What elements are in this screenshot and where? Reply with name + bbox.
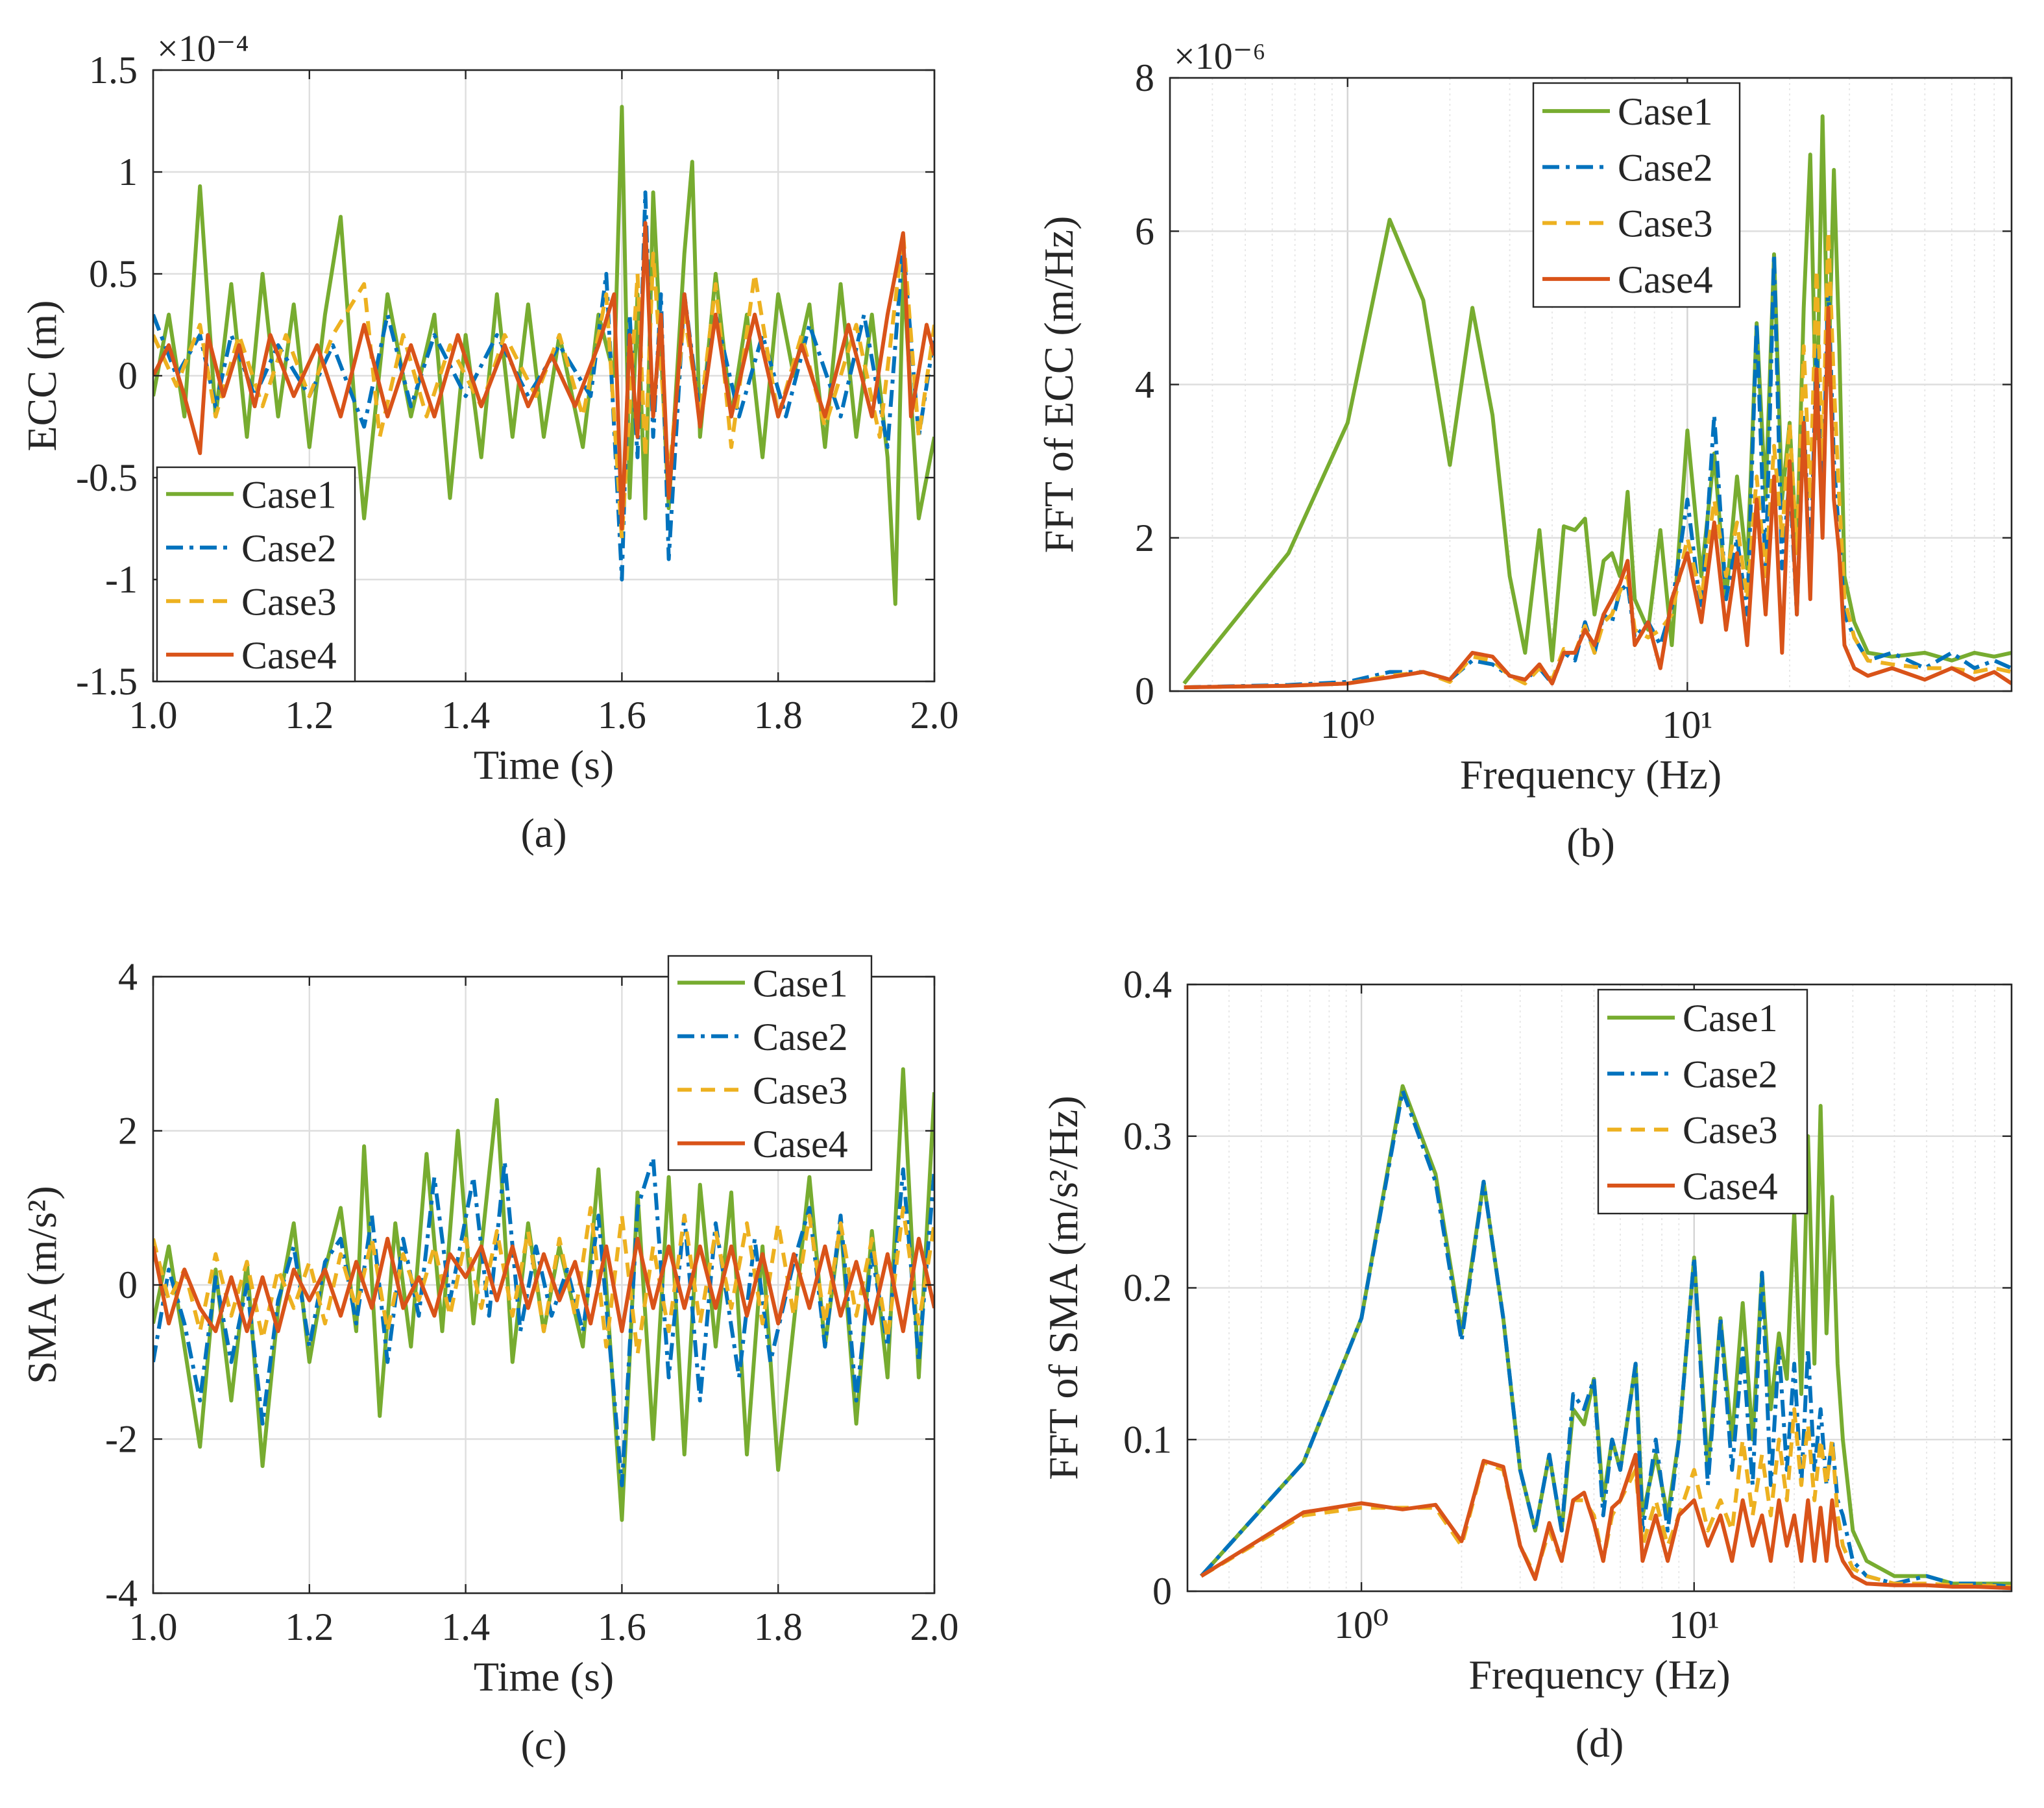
ticks: 1.0 1.2 1.4 1.6 1.8 2.0 -1.5 -1 -0.5 0 0.5 1 1.5 (76, 49, 958, 737)
panel-caption: (a) (520, 810, 566, 856)
x-tick-label: 1.4 (441, 1606, 490, 1648)
legend-box (1597, 988, 1808, 1215)
x-tick-label: 1.2 (285, 1606, 334, 1648)
x-axis-label: Frequency (Hz) (1468, 1652, 1730, 1698)
x-tick-label: 1.6 (598, 1606, 646, 1648)
legend-label: Case1 (753, 962, 848, 1005)
legend-label: Case4 (241, 634, 337, 677)
x-tick-label: 1.8 (754, 1606, 803, 1648)
y-tick-label: -1.5 (76, 660, 138, 703)
panel-caption: (b) (1566, 820, 1615, 866)
y-tick-label: 0.4 (1123, 963, 1172, 1006)
exponent-label: ×10⁻⁶ (1174, 35, 1266, 77)
legend-label: Case2 (1683, 1053, 1778, 1095)
x-tick-label: 10¹ (1662, 703, 1712, 746)
series-line-case4 (153, 1236, 934, 1334)
x-tick-label: 1.0 (129, 694, 178, 737)
legend: Case1 Case2 Case3 Case4 (1597, 988, 1808, 1215)
series-group (153, 104, 934, 606)
series-line-case3 (1200, 1407, 2012, 1589)
y-tick-label: 6 (1135, 210, 1154, 252)
y-tick-label: 1 (118, 151, 138, 193)
legend-label: Case1 (1618, 90, 1713, 133)
y-tick-label: 0 (118, 354, 138, 397)
legend-box (156, 466, 356, 683)
chart-d: 10⁰ 10¹ 0 0.1 0.2 0.3 0.4 Frequency (Hz) FFT of … (1040, 963, 2013, 1766)
series-group (153, 1067, 934, 1522)
x-tick-label: 1.4 (441, 694, 490, 737)
ticks: 1.0 1.2 1.4 1.6 1.8 2.0 -4 -2 0 2 4 (105, 955, 958, 1648)
x-tick-label: 1.0 (129, 1606, 178, 1648)
series-line-case2 (153, 190, 934, 581)
ticks: 10⁰ 10¹ 0 2 4 6 8 (1135, 56, 2012, 746)
series-line-case3 (153, 1206, 934, 1356)
y-tick-label: 4 (1135, 363, 1154, 406)
y-tick-label: 0 (118, 1264, 138, 1306)
y-tick-label: -2 (105, 1418, 138, 1461)
y-tick-label: 2 (1135, 517, 1154, 559)
y-tick-label: 0.1 (1123, 1418, 1172, 1461)
legend-label: Case1 (241, 473, 337, 516)
legend: Case1 Case2 Case3 Case4 (156, 466, 356, 683)
x-tick-label: 10¹ (1669, 1604, 1720, 1646)
series-line-case2 (153, 1156, 934, 1487)
legend-label: Case2 (1618, 146, 1713, 189)
legend-label: Case2 (753, 1016, 848, 1058)
x-tick-label: 10⁰ (1334, 1604, 1389, 1646)
legend-label: Case1 (1683, 997, 1778, 1040)
x-tick-label: 1.2 (285, 694, 334, 737)
y-tick-label: -1 (105, 558, 138, 601)
legend-box (667, 955, 873, 1171)
chart-c: 1.0 1.2 1.4 1.6 1.8 2.0 -4 -2 0 2 4 Time (s) SMA (m/… (19, 955, 959, 1768)
series-group (1199, 1084, 2012, 1591)
y-tick-label: 0.5 (89, 252, 138, 295)
y-tick-label: -0.5 (76, 456, 138, 499)
legend: Case1 Case2 Case3 Case4 (667, 955, 873, 1171)
legend-label: Case2 (241, 527, 337, 570)
legend-box (1532, 82, 1741, 308)
legend-label: Case4 (753, 1123, 848, 1166)
y-axis-label: ECC (m) (19, 300, 65, 452)
x-tick-label: 2.0 (910, 694, 959, 737)
y-tick-label: 4 (118, 955, 138, 998)
y-tick-label: 2 (118, 1110, 138, 1153)
y-tick-label: 0 (1152, 1570, 1172, 1613)
y-axis-label: FFT of ECC (m/Hz) (1036, 216, 1082, 554)
y-tick-label: -4 (105, 1572, 138, 1615)
legend-label: Case4 (1683, 1165, 1778, 1208)
x-tick-label: 1.8 (754, 694, 803, 737)
x-tick-label: 10⁰ (1320, 703, 1375, 746)
panel-caption: (d) (1576, 1720, 1624, 1766)
legend-label: Case3 (1618, 202, 1713, 245)
x-axis-label: Frequency (Hz) (1460, 751, 1722, 798)
x-axis-label: Time (s) (474, 742, 614, 788)
x-tick-label: 1.6 (598, 694, 646, 737)
series-line-case1 (1182, 114, 2012, 685)
panel-caption: (c) (520, 1722, 566, 1768)
series-line-case4 (1184, 306, 2012, 690)
y-axis-label: FFT of SMA (m/s²/Hz) (1040, 1095, 1086, 1480)
series-group (1182, 114, 2012, 690)
y-tick-label: 0.2 (1123, 1267, 1172, 1310)
y-tick-label: 1.5 (89, 49, 138, 92)
exponent-label: ×10⁻⁴ (157, 27, 249, 69)
y-tick-label: 0.3 (1123, 1115, 1172, 1158)
y-tick-label: 0 (1135, 670, 1154, 713)
legend-label: Case3 (1683, 1109, 1778, 1152)
y-axis-label: SMA (m/s²) (19, 1186, 65, 1384)
legend-label: Case3 (753, 1069, 848, 1112)
series-line-case4 (1200, 1452, 2012, 1591)
ticks: 10⁰ 10¹ 0 0.1 0.2 0.3 0.4 (1123, 963, 2012, 1646)
legend-label: Case4 (1618, 258, 1713, 301)
chart-b: 10⁰ 10¹ 0 2 4 6 8 ×10⁻⁶ Frequency (Hz) FFT of ECC… (1036, 35, 2013, 866)
series-line-case4 (153, 221, 934, 531)
x-axis-label: Time (s) (474, 1654, 614, 1700)
legend-label: Case3 (241, 580, 337, 623)
legend: Case1 Case2 Case3 Case4 (1532, 82, 1741, 308)
y-tick-label: 8 (1135, 56, 1154, 99)
x-tick-label: 2.0 (910, 1606, 959, 1648)
chart-a: 1.0 1.2 1.4 1.6 1.8 2.0 -1.5 -1 -0.5 0 0.5 1 1.5 ×10⁻… (19, 27, 959, 856)
